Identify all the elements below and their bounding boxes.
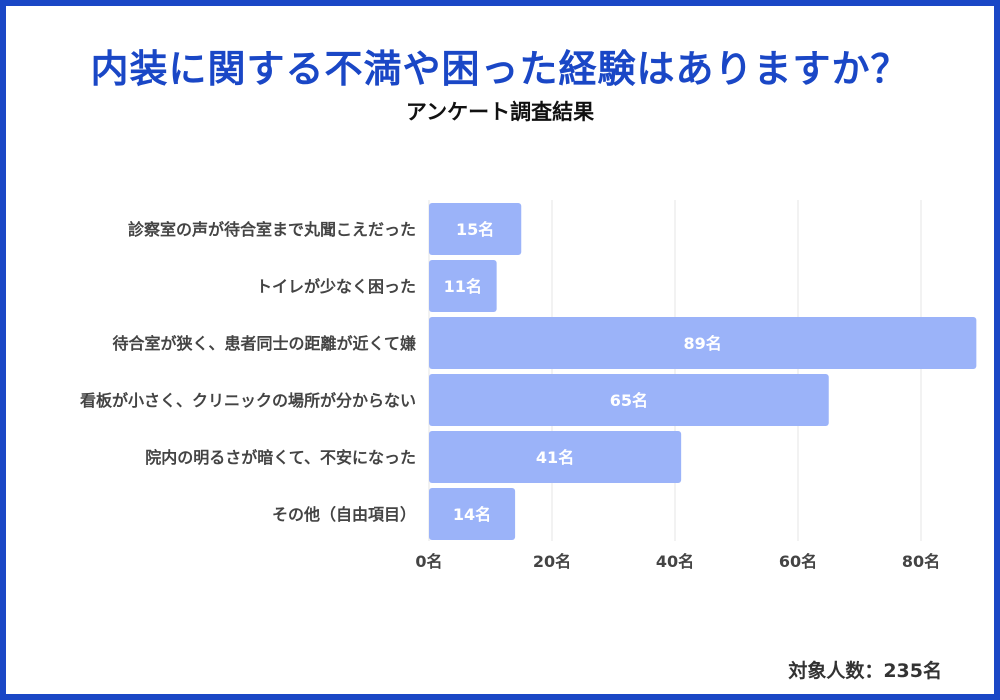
category-label: 診察室の声が待合室まで丸聞こえだった: [128, 220, 416, 239]
category-label: 待合室が狭く、患者同士の距離が近くて嫌: [112, 334, 416, 353]
x-tick-label: 0名: [415, 552, 442, 571]
category-label: 院内の明るさが暗くて、不安になった: [145, 448, 416, 467]
bar: [429, 488, 516, 540]
x-tick-label: 20名: [533, 552, 571, 571]
bar: [429, 203, 522, 255]
x-tick-label: 80名: [902, 552, 940, 571]
bar-data-label: 14名: [453, 505, 491, 524]
bar: [429, 317, 977, 369]
bar-data-label: 11名: [444, 277, 482, 296]
bar: [429, 431, 682, 483]
bar-data-label: 41名: [536, 448, 574, 467]
category-label: トイレが少なく困った: [256, 277, 416, 296]
category-label: その他（自由項目）: [272, 505, 416, 524]
respondent-count: 対象人数：235名: [788, 660, 942, 682]
chart-subtitle: アンケート調査結果: [405, 100, 595, 124]
chart-title: 内装に関する不満や困った経験はありますか？: [90, 47, 910, 91]
category-label: 看板が小さく、クリニックの場所が分からない: [79, 391, 416, 410]
x-tick-label: 60名: [779, 552, 817, 571]
bar: [429, 260, 497, 312]
bar: [429, 374, 829, 426]
x-tick-label: 40名: [656, 552, 694, 571]
bar-data-label: 65名: [610, 391, 648, 410]
bar-data-label: 89名: [684, 334, 722, 353]
bar-data-label: 15名: [456, 220, 494, 239]
